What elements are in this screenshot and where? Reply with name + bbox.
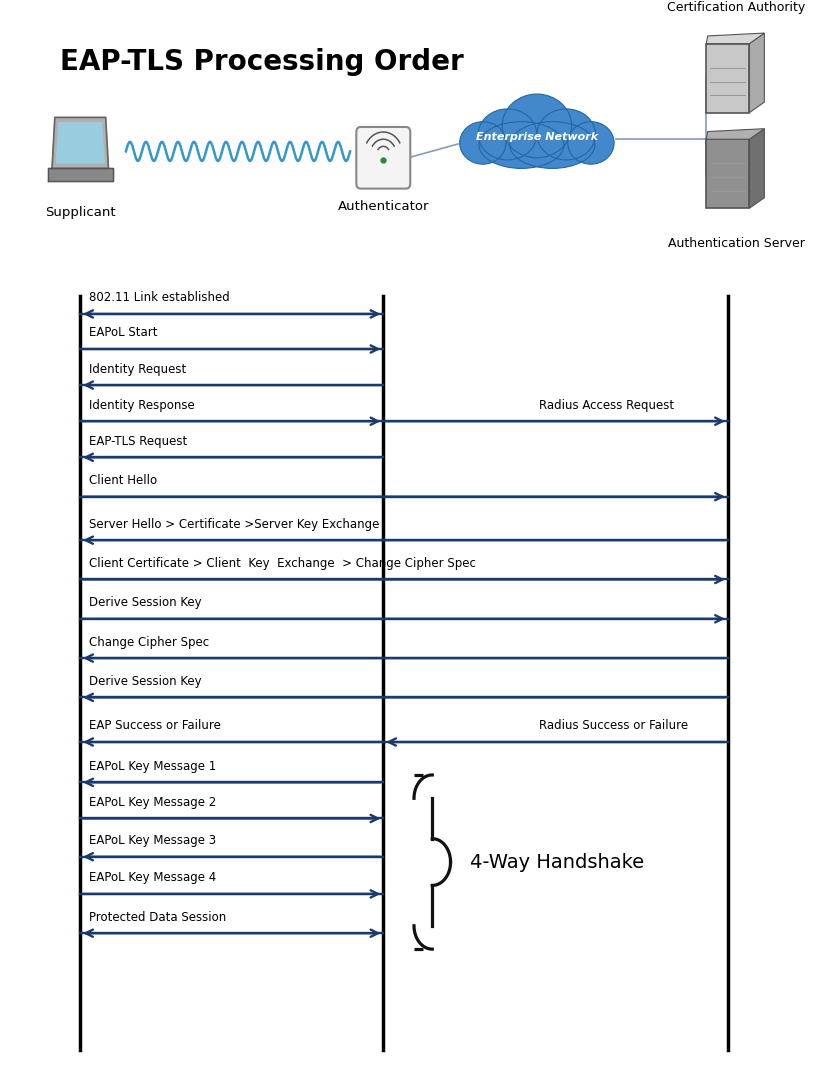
Text: Change Cipher Spec: Change Cipher Spec [88, 636, 209, 649]
Text: Server Hello > Certificate >Server Key Exchange: Server Hello > Certificate >Server Key E… [88, 517, 379, 530]
Polygon shape [750, 33, 765, 112]
Text: Client Certificate > Client  Key  Exchange  > Change Cipher Spec: Client Certificate > Client Key Exchange… [88, 557, 476, 570]
Ellipse shape [478, 109, 537, 160]
Text: Radius Success or Failure: Radius Success or Failure [539, 719, 688, 732]
FancyBboxPatch shape [357, 127, 411, 189]
Text: EAP-TLS Processing Order: EAP-TLS Processing Order [59, 49, 463, 77]
Ellipse shape [510, 122, 595, 168]
Text: Enterprise Network: Enterprise Network [476, 132, 598, 141]
Text: Authenticator: Authenticator [337, 201, 429, 213]
Text: EAP Success or Failure: EAP Success or Failure [88, 719, 221, 732]
Polygon shape [52, 118, 108, 168]
Ellipse shape [537, 109, 596, 160]
Text: EAPoL Key Message 2: EAPoL Key Message 2 [88, 796, 216, 808]
Ellipse shape [568, 122, 614, 164]
Text: EAPoL Key Message 3: EAPoL Key Message 3 [88, 834, 216, 847]
Bar [706, 139, 750, 208]
Ellipse shape [460, 122, 506, 164]
Polygon shape [47, 168, 112, 181]
Bar [706, 43, 750, 112]
Text: Identity Request: Identity Request [88, 362, 186, 375]
Text: Radius Access Request: Radius Access Request [539, 399, 674, 412]
Ellipse shape [502, 94, 571, 157]
Polygon shape [56, 123, 104, 163]
Text: Identity Response: Identity Response [88, 399, 194, 412]
Text: EAPoL Key Message 1: EAPoL Key Message 1 [88, 760, 216, 773]
Text: Protected Data Session: Protected Data Session [88, 911, 226, 924]
Text: 802.11 Link established: 802.11 Link established [88, 291, 229, 304]
Text: Certification Authority: Certification Authority [667, 1, 806, 14]
Polygon shape [706, 33, 765, 43]
Text: Supplicant: Supplicant [45, 206, 116, 219]
Text: 4-Way Handshake: 4-Way Handshake [471, 853, 645, 871]
Polygon shape [706, 128, 765, 139]
Text: Derive Session Key: Derive Session Key [88, 596, 202, 609]
Text: Client Hello: Client Hello [88, 474, 157, 487]
Text: Authentication Server: Authentication Server [668, 237, 805, 250]
Ellipse shape [479, 122, 564, 168]
Text: EAPoL Start: EAPoL Start [88, 327, 157, 340]
Text: EAP-TLS Request: EAP-TLS Request [88, 434, 187, 447]
Text: EAPoL Key Message 4: EAPoL Key Message 4 [88, 871, 216, 884]
Polygon shape [750, 128, 765, 208]
Text: Derive Session Key: Derive Session Key [88, 675, 202, 688]
